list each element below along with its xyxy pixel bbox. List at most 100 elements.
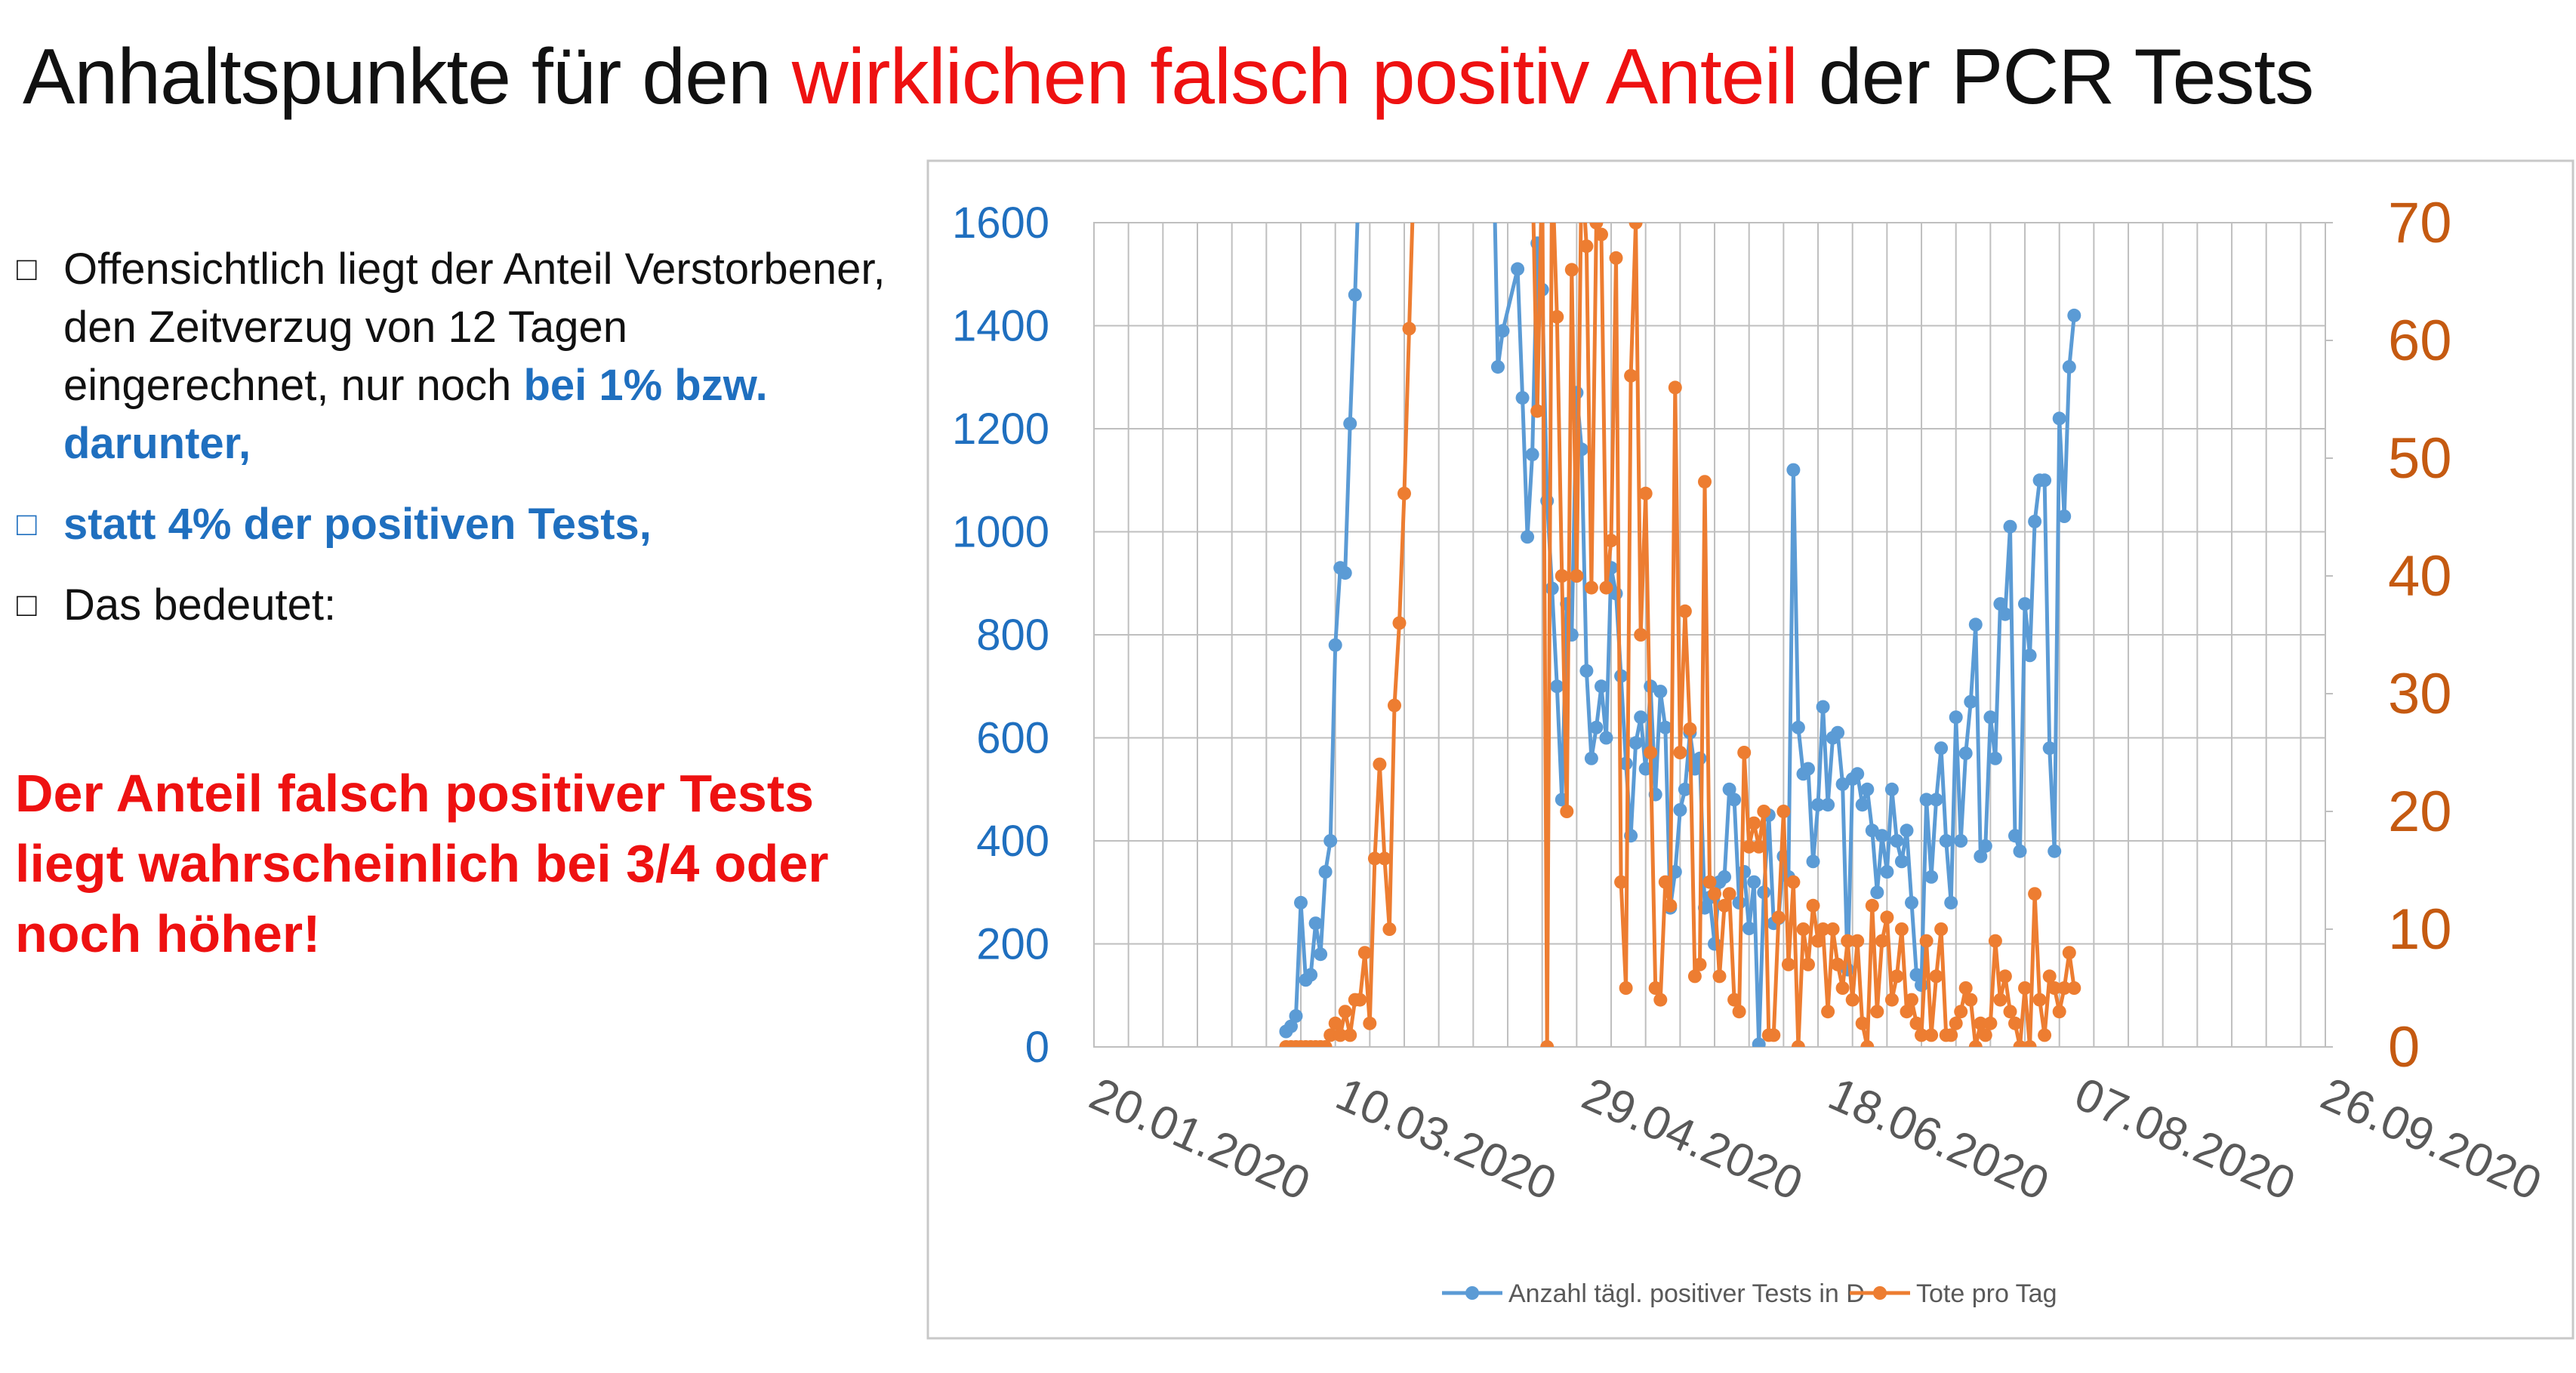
deaths-point	[1564, 263, 1579, 277]
deaths-point	[1949, 1016, 1963, 1030]
deaths-point	[1865, 898, 1879, 913]
deaths-point	[1900, 1005, 1914, 1019]
positive-tests-point	[1894, 854, 1909, 869]
deaths-point	[1555, 569, 1569, 583]
right-axis-tick-label: 20	[2388, 780, 2452, 844]
positive-tests-point	[1801, 762, 1815, 776]
positive-tests-point	[1634, 710, 1648, 725]
deaths-point	[1638, 486, 1653, 500]
deaths-point	[1609, 251, 1623, 265]
deaths-point	[1727, 993, 1742, 1007]
bullet-marker-icon: □	[17, 586, 37, 623]
positive-tests-point	[1954, 834, 1968, 848]
left-axis-tick-label: 200	[976, 920, 1049, 969]
right-axis-tick-label: 50	[2388, 426, 2452, 491]
positive-tests-point	[1791, 720, 1805, 734]
positive-tests-point	[1294, 895, 1308, 910]
deaths-point	[1373, 757, 1387, 771]
deaths-point	[1998, 969, 2012, 984]
positive-tests-point	[1860, 782, 1875, 796]
positive-tests-point	[1747, 875, 1761, 889]
deaths-point	[1363, 1016, 1377, 1030]
deaths-point	[1934, 922, 1949, 936]
positive-tests-point	[1900, 823, 1914, 838]
positive-tests-point	[2013, 844, 2027, 858]
left-axis-tick-label: 0	[1025, 1023, 1049, 1072]
positive-tests-point	[1584, 751, 1598, 765]
left-axis-ticks: 0 200 400 600 800 1000 1200 1400 1600	[952, 199, 1049, 1072]
positive-tests-point	[1550, 679, 1564, 694]
title-part1: Anhaltspunkte für den	[23, 33, 792, 121]
series-group	[1279, 223, 2081, 1047]
positive-tests-point	[1304, 968, 1318, 982]
deaths-point	[1776, 805, 1791, 818]
positive-tests-point	[1821, 798, 1835, 812]
deaths-point	[1560, 805, 1574, 818]
deaths-point	[2003, 1005, 2017, 1019]
positive-tests-point	[1993, 597, 2007, 611]
left-axis-tick-label: 800	[976, 611, 1049, 660]
positive-tests-point	[1742, 922, 1756, 935]
positive-tests-point	[1919, 793, 1934, 807]
deaths-point	[1570, 569, 1584, 583]
deaths-point	[1634, 628, 1648, 642]
positive-tests-point	[1880, 865, 1894, 879]
deaths-point	[1388, 698, 1401, 713]
deaths-point	[1905, 993, 1918, 1007]
positive-tests-point	[1589, 720, 1604, 734]
positive-tests-point	[1515, 391, 1530, 405]
positive-tests-point	[1653, 685, 1668, 699]
positive-tests-point	[1579, 663, 1594, 678]
positive-tests-point	[1314, 947, 1328, 962]
bullet-item: □ Offensichtlich liegt der Anteil Versto…	[17, 240, 900, 473]
positive-tests-point	[1486, 113, 1499, 127]
title-highlight: wirklichen falsch positiv Anteil	[791, 33, 1798, 121]
positive-tests-point	[1934, 741, 1949, 756]
bullet-emphasis-text: bei 1% bzw. darunter,	[63, 361, 768, 468]
title-part2: der PCR Tests	[1797, 33, 2315, 121]
deaths-point	[1845, 993, 1860, 1007]
positive-tests-point	[1806, 854, 1820, 869]
deaths-point	[1801, 957, 1815, 971]
positive-tests-point	[1521, 530, 1535, 544]
deaths-point	[1644, 746, 1658, 759]
positive-tests-point	[2057, 509, 2072, 523]
positive-tests-point	[2067, 308, 2081, 322]
positive-tests-point	[1353, 139, 1367, 152]
positive-tests-point	[1786, 463, 1801, 477]
deaths-point	[1993, 993, 2007, 1007]
positive-tests-point	[1525, 448, 1539, 462]
positive-tests-point	[1338, 566, 1352, 580]
deaths-point	[1353, 993, 1367, 1007]
deaths-point	[1668, 380, 1682, 395]
bullet-item: □ Das bedeutet:	[17, 576, 900, 634]
deaths-point	[2062, 946, 2076, 960]
deaths-point	[1747, 816, 1761, 830]
deaths-point	[1318, 1040, 1333, 1047]
deaths-point	[1968, 1040, 1983, 1047]
positive-tests-point	[2023, 648, 2037, 663]
deaths-point	[1816, 922, 1830, 936]
deaths-point	[1841, 934, 1855, 948]
deaths-point	[1678, 604, 1692, 618]
positive-tests-point	[1870, 885, 1884, 900]
positive-tests-point	[1884, 782, 1899, 796]
positive-tests-point	[1289, 1009, 1303, 1023]
positive-tests-point	[1491, 360, 1505, 374]
positive-tests-point	[1850, 767, 1865, 781]
deaths-point	[1595, 227, 1608, 242]
legend-label: Tote pro Tag	[1916, 1279, 2057, 1308]
positive-tests-point	[1998, 607, 2012, 621]
deaths-point	[1811, 934, 1825, 948]
deaths-point	[1687, 969, 1702, 984]
deaths-point	[1737, 746, 1752, 759]
positive-tests-point	[1678, 782, 1692, 796]
deaths-point	[1708, 887, 1721, 901]
deaths-point	[1673, 746, 1687, 759]
deaths-point	[1924, 1028, 1939, 1042]
positive-tests-point	[1348, 288, 1362, 302]
deaths-point	[1988, 934, 2002, 948]
positive-tests-point	[2048, 844, 2062, 858]
positive-tests-point	[1924, 870, 1939, 884]
